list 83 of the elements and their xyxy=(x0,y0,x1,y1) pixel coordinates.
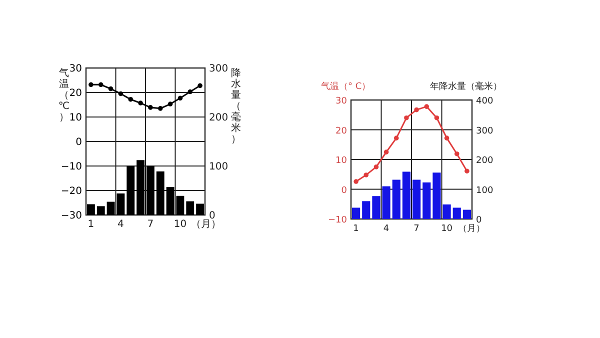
y2-tick-label: 200 xyxy=(476,156,494,166)
point xyxy=(384,150,389,154)
y-tick-label: 30 xyxy=(336,96,348,106)
bar xyxy=(126,166,135,215)
y2-tick-label: 0 xyxy=(209,210,216,222)
bar xyxy=(392,180,400,219)
y-tick-label: 30 xyxy=(69,64,82,74)
bar xyxy=(462,210,471,219)
y2-tick-label: 0 xyxy=(476,216,482,226)
bar xyxy=(116,193,125,215)
point xyxy=(188,89,193,94)
x-tick-label: 4 xyxy=(118,219,124,230)
bar xyxy=(352,208,360,219)
point xyxy=(108,86,114,92)
y2-tick-label: 300 xyxy=(209,64,228,74)
bar xyxy=(402,172,410,219)
y-tick-label: −30 xyxy=(60,210,82,222)
point xyxy=(138,100,143,106)
y-tick-label: −10 xyxy=(328,216,348,226)
bar xyxy=(362,201,370,219)
point xyxy=(394,136,399,140)
bar xyxy=(146,166,154,215)
bar xyxy=(186,201,194,215)
bar xyxy=(176,196,184,215)
bar xyxy=(452,208,461,219)
y-tick-label: −20 xyxy=(60,186,82,197)
x-tick-label: 4 xyxy=(383,224,390,234)
point xyxy=(454,151,460,156)
bar xyxy=(382,186,390,219)
y2-tick-label: 300 xyxy=(476,126,494,136)
y-tick-label: 0 xyxy=(76,137,82,148)
bar xyxy=(372,196,380,219)
y-tick-label: 10 xyxy=(336,156,348,166)
y2-tick-label: 100 xyxy=(476,186,494,196)
point xyxy=(364,172,369,178)
point xyxy=(414,107,419,112)
y-tick-label: −10 xyxy=(60,162,82,172)
point xyxy=(128,96,134,102)
point xyxy=(354,179,358,184)
text: （月） xyxy=(191,219,222,230)
point xyxy=(198,83,202,88)
y2-tick-label: 400 xyxy=(476,96,494,106)
bar xyxy=(156,171,164,215)
point xyxy=(434,115,440,120)
point xyxy=(148,105,153,110)
y-tick-label: 10 xyxy=(69,112,82,124)
bar xyxy=(412,180,421,219)
point xyxy=(88,82,94,88)
x-tick-label: 7 xyxy=(414,224,420,234)
y2-tick-label: 100 xyxy=(209,162,228,172)
bar xyxy=(422,182,431,219)
y2-axis-title: 降水量（毫米） xyxy=(231,67,241,145)
bar xyxy=(87,204,95,215)
x-tick-label: 10 xyxy=(441,224,453,234)
bar xyxy=(432,172,441,219)
point xyxy=(374,164,379,170)
point xyxy=(118,91,124,96)
point xyxy=(168,102,173,106)
point xyxy=(424,104,430,109)
bar xyxy=(96,206,105,215)
point xyxy=(98,82,104,88)
bar xyxy=(106,202,115,215)
bar xyxy=(196,204,204,215)
y-tick-label: 20 xyxy=(336,126,348,136)
point xyxy=(178,96,183,101)
y-tick-label: 20 xyxy=(69,88,82,99)
point xyxy=(158,106,163,111)
y-axis-title: 气温（℃） xyxy=(58,67,70,123)
bar xyxy=(442,204,451,219)
y2-tick-label: 200 xyxy=(209,112,228,124)
x-tick-label: 1 xyxy=(353,224,359,234)
x-tick-label: 7 xyxy=(147,219,154,230)
y2-axis-title: 年降水量（毫米） xyxy=(430,81,502,92)
bar xyxy=(166,187,174,215)
text: （月） xyxy=(458,224,485,234)
y-tick-label: 0 xyxy=(341,186,348,196)
point xyxy=(404,115,409,120)
x-tick-label: 10 xyxy=(174,219,187,230)
x-tick-label: 1 xyxy=(88,219,94,230)
point xyxy=(464,168,470,174)
point xyxy=(444,136,450,140)
y-axis-title: 气温（° C） xyxy=(321,81,371,92)
bar xyxy=(136,160,144,215)
